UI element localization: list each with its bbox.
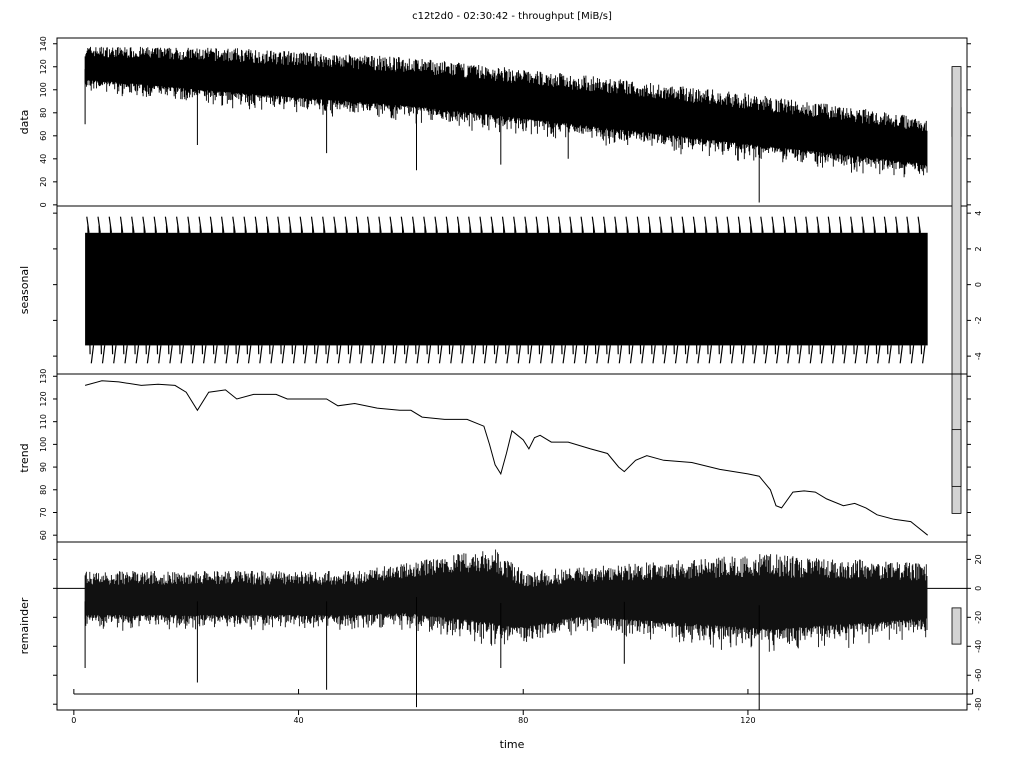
y-tick-label: 140 [39, 36, 48, 51]
y-tick-label: 130 [39, 369, 48, 384]
trend-line [84, 380, 929, 536]
seasonal-line [86, 216, 926, 364]
x-tick-label: 80 [518, 716, 528, 725]
x-axis-label: time [500, 738, 525, 751]
x-tick-label: 0 [71, 716, 76, 725]
y-tick-label: 80 [39, 108, 48, 118]
y-tick-label: -20 [974, 611, 983, 624]
y-tick-label: 100 [39, 82, 48, 97]
x-axis: 0 40 80 120 [71, 689, 974, 725]
y-tick-label: 120 [39, 59, 48, 74]
panel-seasonal: -4 -2 0 2 4 seasonal [18, 66, 983, 514]
panel-remainder: -80 -60 -40 -20 0 20 remainder [18, 541, 983, 711]
range-bar [951, 607, 962, 645]
y-tick-label: -4 [974, 352, 983, 360]
y-tick-label: 0 [974, 282, 983, 287]
y-tick-label: -60 [974, 669, 983, 682]
y-tick-label: 0 [39, 202, 48, 207]
chart-title: c12t2d0 - 02:30:42 - throughput [MiB/s] [412, 11, 612, 22]
data-line [84, 46, 928, 178]
y-tick-label: 40 [39, 154, 48, 164]
x-tick-label: 120 [740, 716, 755, 725]
y-tick-label: 100 [39, 437, 48, 452]
panels: 020406080100120140data-4-2024seasonal607… [18, 36, 983, 711]
y-tick-label: -2 [974, 316, 983, 324]
data-spikes [84, 69, 760, 203]
y-tick-label: 70 [39, 507, 48, 517]
panel-label-trend: trend [18, 443, 31, 472]
y-tick-label: 90 [39, 462, 48, 472]
y-tick-label: 60 [39, 131, 48, 141]
y-tick-label: -40 [974, 640, 983, 653]
remainder-spikes [84, 597, 760, 710]
y-tick-label: 4 [974, 211, 983, 216]
y-tick-label: 110 [39, 414, 48, 429]
panel-trend: 60 70 80 90 100 110 120 130 trend [18, 369, 971, 543]
panel-label-data: data [18, 110, 31, 135]
panel-frame [56, 373, 968, 543]
y-tick-label: -80 [974, 698, 983, 711]
y-tick-label: 0 [974, 586, 983, 591]
range-bar [951, 66, 962, 514]
seasonal-band [85, 232, 928, 346]
y-tick-label: 2 [974, 246, 983, 251]
y-tick-label: 20 [39, 177, 48, 187]
panel-frame [56, 541, 968, 711]
y-tick-label: 120 [39, 391, 48, 406]
y-tick-label: 60 [39, 530, 48, 540]
y-tick-label: 80 [39, 485, 48, 495]
panel-label-seasonal: seasonal [18, 266, 31, 314]
remainder-line [84, 549, 928, 652]
x-tick-label: 40 [293, 716, 303, 725]
panel-label-remainder: remainder [18, 597, 31, 654]
y-tick-label: 20 [974, 554, 983, 564]
panel-data: 0 20 40 60 80 100 120 140 data [18, 36, 971, 207]
range-bar [951, 429, 962, 487]
